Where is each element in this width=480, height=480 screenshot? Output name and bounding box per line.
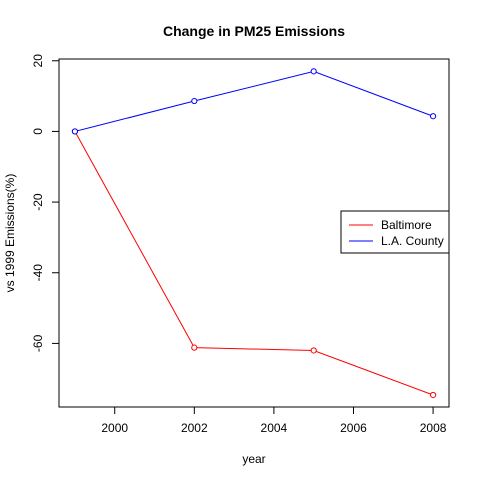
- data-point-baltimore-2008: [429, 391, 437, 399]
- y-axis-label: vs 1999 Emissions(%): [3, 174, 17, 293]
- y-axis: -60 -40 -20 0 20: [31, 54, 59, 352]
- y-tick-label--60: -60: [31, 334, 45, 352]
- legend-label-baltimore: Baltimore: [381, 218, 432, 232]
- x-tick-label-2008: 2008: [420, 421, 447, 435]
- data-point-l-a-county-1999: [71, 128, 79, 135]
- y-tick-label-20: 20: [31, 54, 45, 68]
- data-point-l-a-county-2005: [310, 68, 317, 75]
- legend-label-la-county: L.A. County: [381, 234, 444, 248]
- data-point-l-a-county-2008: [429, 113, 437, 120]
- y-tick-label--20: -20: [31, 193, 45, 211]
- x-tick-label-2000: 2000: [101, 421, 128, 435]
- chart-title: Change in PM25 Emissions: [163, 23, 345, 39]
- data-point-l-a-county-2002: [191, 97, 198, 105]
- x-axis: 2000 2002 2004 2006 2008: [101, 407, 447, 435]
- x-tick-label-2006: 2006: [340, 421, 367, 435]
- y-tick-label-0: 0: [31, 128, 45, 135]
- series-line-l-a-county: [74, 70, 434, 132]
- legend-box: [340, 210, 450, 254]
- x-axis-label: year: [242, 452, 265, 466]
- data-point-baltimore-2005: [310, 347, 317, 354]
- data-point-baltimore-2002: [191, 344, 198, 351]
- y-tick-label--40: -40: [31, 264, 45, 282]
- series-layer: [71, 68, 437, 399]
- series-line-baltimore: [74, 131, 434, 396]
- legend: Baltimore L.A. County: [340, 210, 450, 254]
- x-tick-label-2004: 2004: [261, 421, 288, 435]
- x-tick-label-2002: 2002: [181, 421, 208, 435]
